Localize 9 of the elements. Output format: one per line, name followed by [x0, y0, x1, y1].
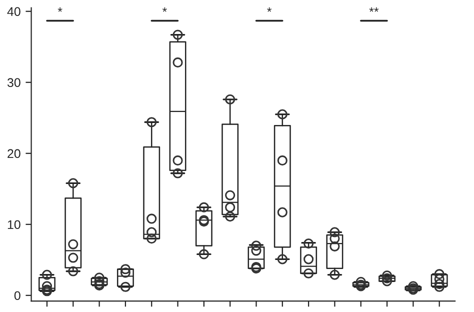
annotation: *: [162, 7, 167, 12]
y-tick-label: 40: [7, 7, 20, 16]
annotation: *: [267, 7, 272, 12]
annotation: **: [369, 7, 379, 12]
y-tick-label: 30: [7, 78, 20, 88]
annotation: *: [58, 7, 62, 12]
y-tick-label: 10: [8, 220, 20, 230]
y-tick-label: 20: [8, 149, 20, 158]
y-tick-label: 0: [14, 291, 20, 300]
